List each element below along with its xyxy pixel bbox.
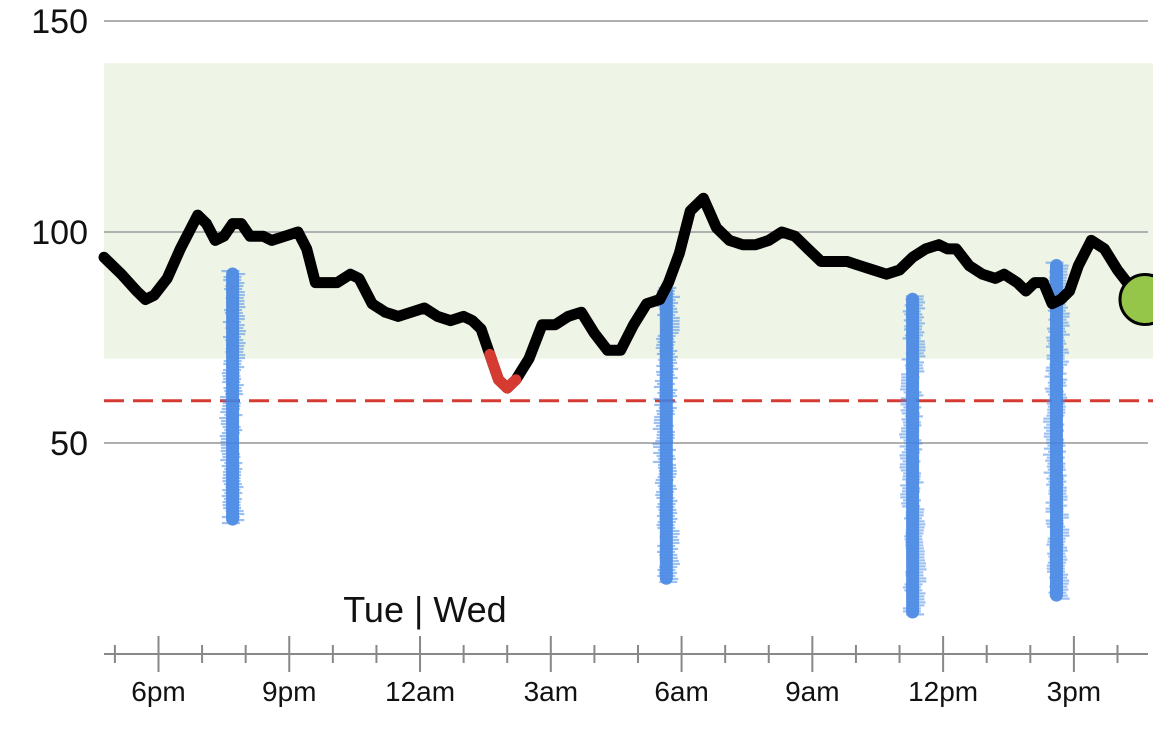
activity-bar [219,267,246,526]
activity-bar [652,284,681,585]
activity-bar [1042,259,1070,602]
x-tick-label: 3pm [1047,676,1101,707]
y-tick-label: 100 [31,214,88,252]
current-value-marker [1118,273,1153,327]
y-tick-label: 50 [50,425,88,463]
low-glucose-segment [484,348,522,394]
target-range-band [104,63,1153,359]
x-tick-label: 9am [785,676,839,707]
x-tick-label: 12pm [908,676,978,707]
day-boundary-label: Tue | Wed [343,589,506,630]
x-tick-label: 6am [654,676,708,707]
activity-bar [899,292,927,619]
glucose-line [98,192,1150,394]
x-tick-label: 3am [524,676,578,707]
x-tick-label: 6pm [131,676,185,707]
x-tick-label: 12am [385,676,455,707]
x-tick-label: 9pm [262,676,316,707]
y-tick-label: 150 [31,3,88,41]
